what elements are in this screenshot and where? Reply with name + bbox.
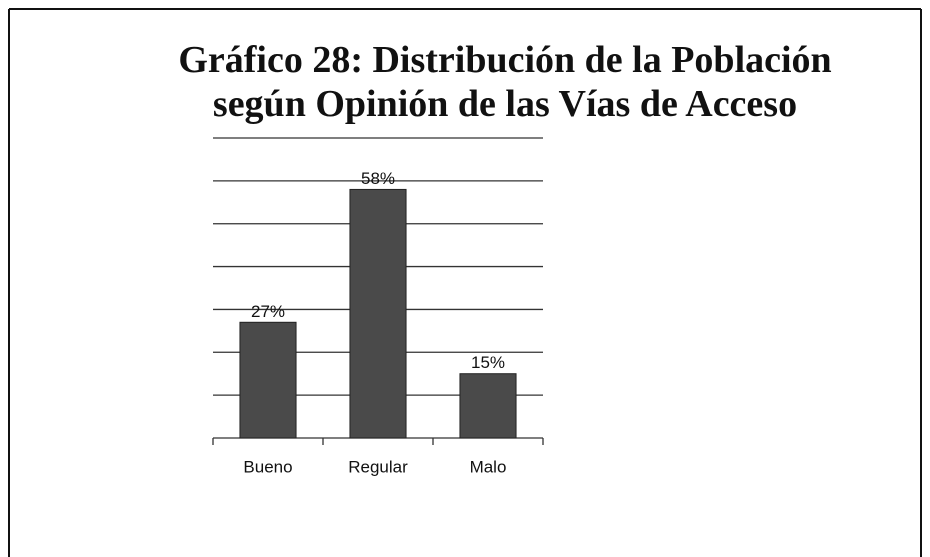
x-tick-label: Bueno [243,457,292,476]
bar [459,373,517,439]
bar [349,188,407,439]
value-label: 15% [471,353,505,372]
value-label: 27% [251,302,285,321]
x-tick-label: Regular [348,457,408,476]
bar [239,321,297,439]
value-label: 58% [361,169,395,188]
chart-title: Gráfico 28: Distribución de la Población… [178,39,832,125]
x-tick-label: Malo [470,457,507,476]
